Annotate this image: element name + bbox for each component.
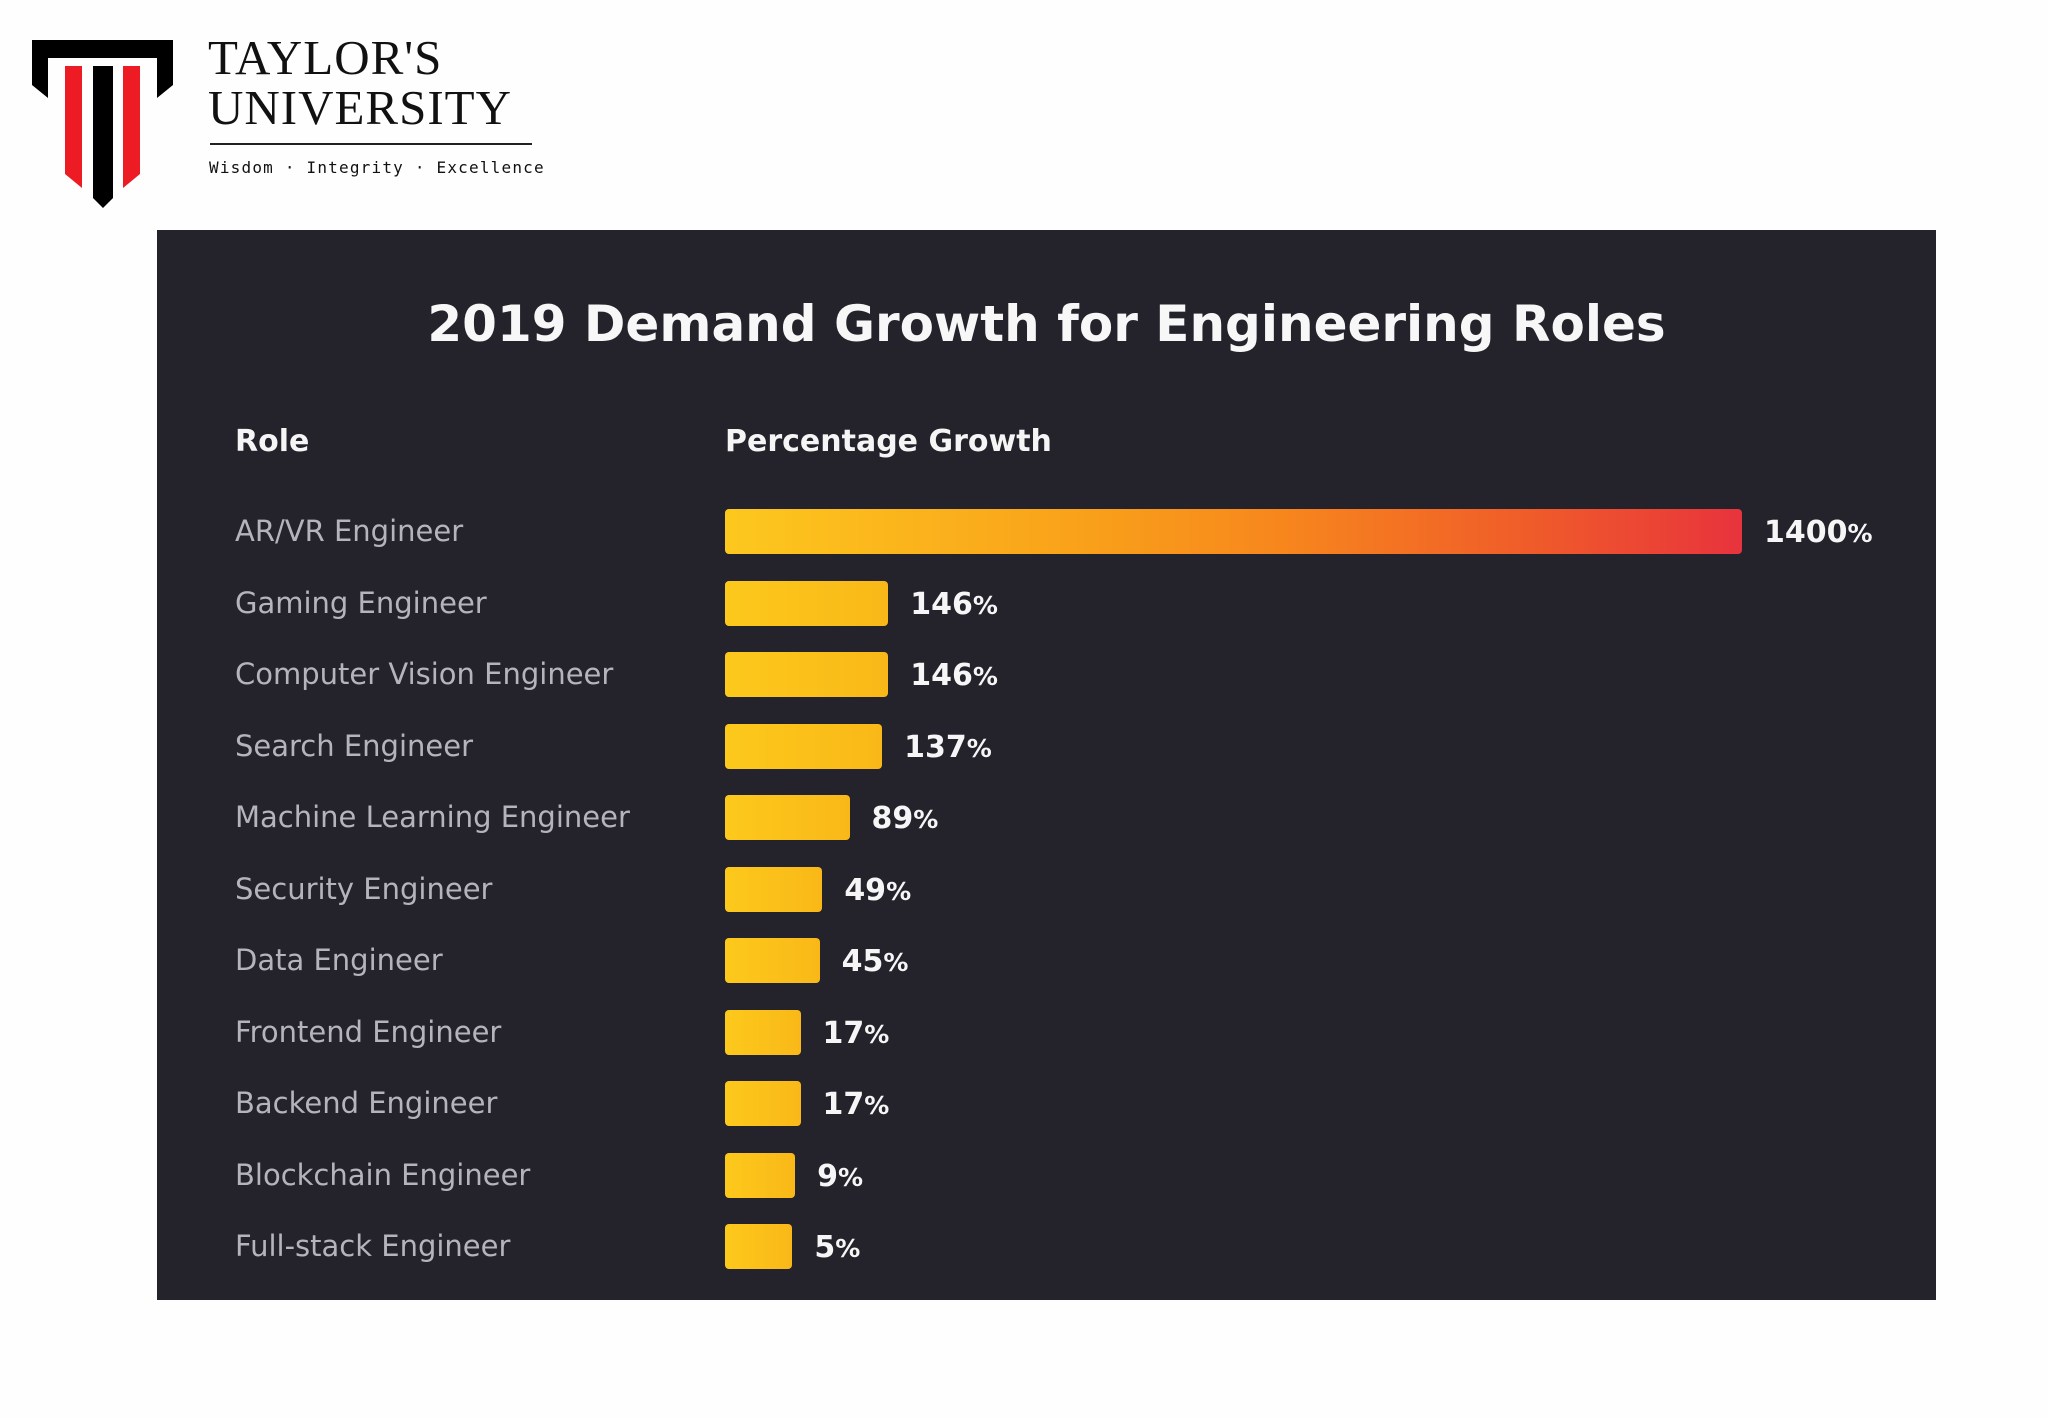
logo-black-stripe <box>93 66 113 208</box>
value-label: 5% <box>814 1228 860 1269</box>
value-number: 17 <box>822 1015 865 1051</box>
value-label: 1400% <box>1764 513 1873 554</box>
value-number: 89 <box>871 801 914 836</box>
role-label: Data Engineer <box>235 943 443 977</box>
logo-red-stripe-left <box>65 66 82 188</box>
logo-name-line2: UNIVERSITY <box>208 80 512 135</box>
bar <box>725 509 1742 554</box>
value-number: 5 <box>814 1230 836 1265</box>
bar <box>725 1081 801 1126</box>
column-header-role: Role <box>235 424 310 459</box>
value-unit: % <box>864 1091 890 1120</box>
value-unit: % <box>864 1019 890 1049</box>
role-label: Gaming Engineer <box>235 585 487 620</box>
role-label: Backend Engineer <box>235 1086 498 1120</box>
logo-name-line1: TAYLOR'S <box>208 30 443 85</box>
logo-top-bar <box>32 40 173 98</box>
bar <box>725 652 889 697</box>
value-unit: % <box>886 876 912 906</box>
role-label: Full-stack Engineer <box>235 1229 511 1263</box>
logo-tagline: Wisdom · Integrity · Excellence <box>209 158 545 177</box>
value-label: 146% <box>910 656 998 697</box>
bar <box>725 866 823 912</box>
bar <box>725 1224 793 1269</box>
value-label: 9% <box>817 1157 863 1198</box>
logo-red-stripe-right <box>123 66 140 188</box>
value-unit: % <box>913 805 939 834</box>
bar <box>725 580 889 626</box>
bar <box>725 723 883 769</box>
role-label: Security Engineer <box>235 871 493 906</box>
value-number: 1400 <box>1764 515 1848 550</box>
value-number: 146 <box>910 658 973 693</box>
chart-panel: 2019 Demand Growth for Engineering Roles… <box>157 230 1936 1300</box>
value-label: 17% <box>823 1014 890 1055</box>
value-unit: % <box>972 662 998 691</box>
role-label: AR/VR Engineer <box>235 514 464 548</box>
bar <box>725 1009 801 1055</box>
role-label: Search Engineer <box>235 728 474 763</box>
value-label: 49% <box>844 871 911 912</box>
chart-title: 2019 Demand Growth for Engineering Roles <box>427 295 1666 353</box>
logo-divider <box>210 143 532 145</box>
value-number: 17 <box>822 1087 865 1122</box>
value-number: 49 <box>844 872 887 908</box>
bar <box>725 795 850 840</box>
role-label: Blockchain Engineer <box>235 1157 531 1192</box>
role-label: Computer Vision Engineer <box>235 657 614 691</box>
role-label: Frontend Engineer <box>235 1014 502 1049</box>
value-label: 137% <box>904 728 992 769</box>
value-unit: % <box>1847 519 1873 548</box>
value-number: 9 <box>817 1158 838 1194</box>
value-unit: % <box>883 948 909 977</box>
value-number: 146 <box>910 586 973 622</box>
role-label: Machine Learning Engineer <box>235 800 630 834</box>
value-unit: % <box>966 733 992 763</box>
value-unit: % <box>835 1234 861 1263</box>
value-label: 89% <box>872 799 939 840</box>
university-logo-icon <box>32 40 173 208</box>
value-label: 17% <box>823 1085 890 1126</box>
value-label: 146% <box>910 585 998 626</box>
column-header-growth: Percentage Growth <box>725 424 1052 459</box>
bar <box>725 938 820 983</box>
value-unit: % <box>837 1162 864 1192</box>
value-number: 137 <box>904 729 967 765</box>
bar <box>725 1152 796 1198</box>
value-label: 45% <box>842 942 909 983</box>
value-unit: % <box>972 590 998 620</box>
value-number: 45 <box>841 944 884 979</box>
